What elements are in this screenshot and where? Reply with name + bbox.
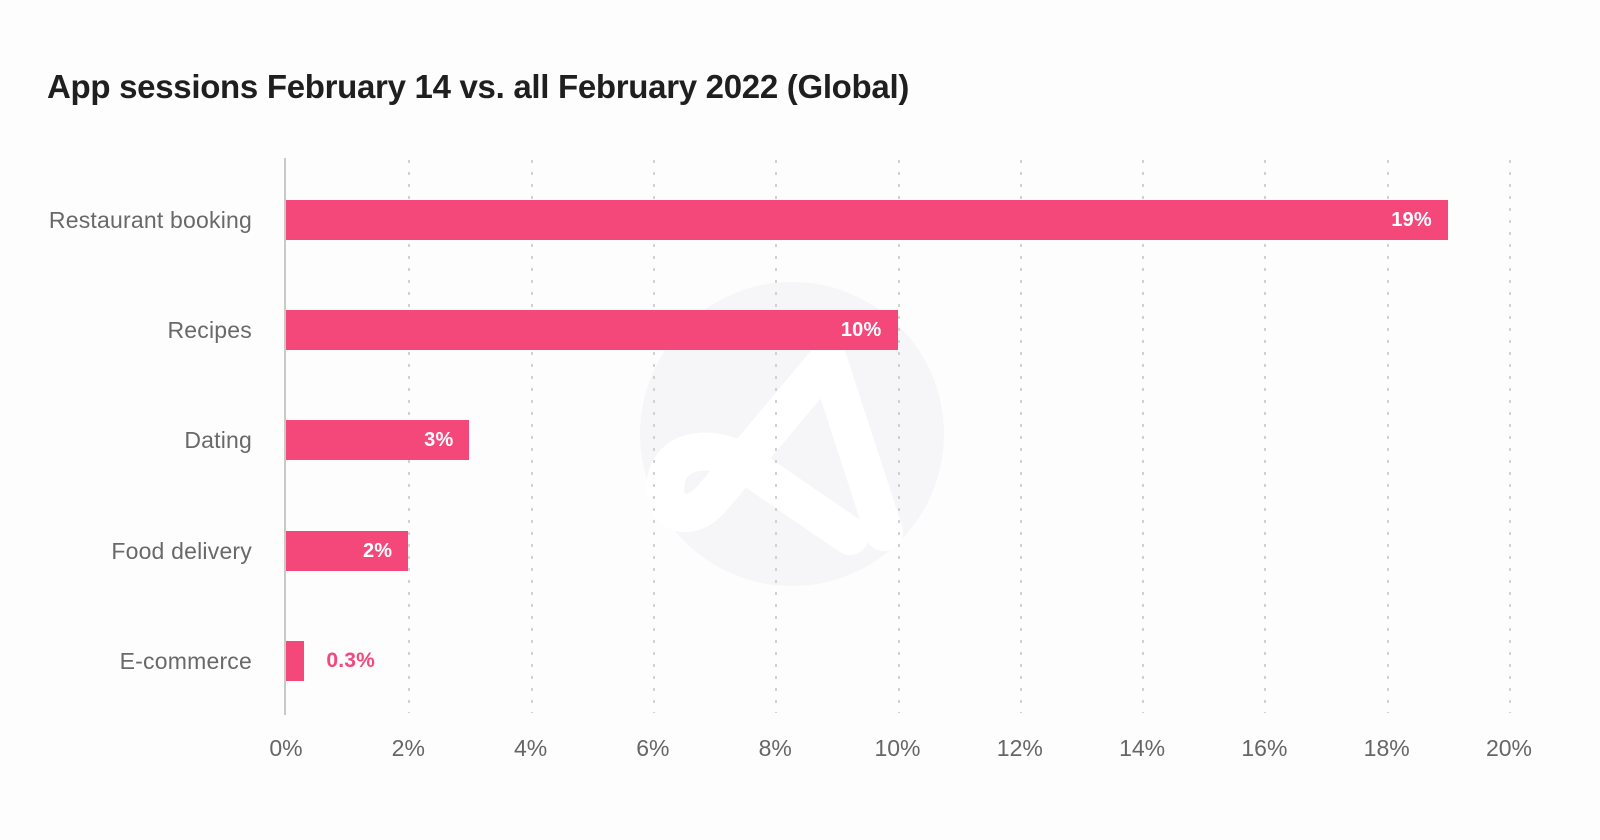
category-label: Recipes	[167, 316, 252, 343]
bar-row: E-commerce 0.3%	[120, 641, 1509, 681]
adjust-logo-watermark	[640, 282, 944, 586]
bar: 19%	[286, 200, 1448, 240]
bar-value-label: 2%	[362, 539, 393, 562]
x-tick-label: 12%	[996, 735, 1043, 761]
x-tick-label: 4%	[513, 735, 548, 761]
gridline-6pct	[652, 160, 655, 713]
x-tick-label: 2%	[391, 735, 425, 761]
x-tick-label: 16%	[1241, 735, 1288, 761]
bar-chart-plot-area: Restaurant booking 19% Recipes 10% Dating 3% F…	[49, 158, 1532, 761]
bar-value-label: 10%	[840, 318, 882, 341]
bar: 3%	[286, 420, 470, 460]
bar: 10%	[286, 310, 898, 350]
category-label: Dating	[184, 426, 252, 453]
bar	[286, 641, 305, 681]
x-tick-label: 20%	[1485, 735, 1533, 761]
bar-row: Food delivery 2%	[111, 531, 1509, 571]
x-tick-label: 18%	[1363, 735, 1410, 761]
category-label: Food delivery	[111, 537, 252, 564]
gridline-10pct	[897, 160, 900, 713]
category-label: Restaurant booking	[48, 206, 252, 233]
gridline-8pct	[775, 160, 778, 713]
bar-row: Recipes 10%	[168, 310, 1509, 350]
x-tick-label: 0%	[269, 735, 303, 761]
bar-value-label: 0.3%	[326, 649, 376, 672]
page-title: App sessions February 14 vs. all Februar…	[47, 68, 910, 106]
x-tick-label: 8%	[758, 735, 792, 761]
gridline-12pct	[1019, 160, 1022, 713]
gridline-20pct	[1509, 160, 1511, 713]
gridline-16pct	[1264, 160, 1267, 713]
x-tick-label: 10%	[874, 735, 921, 761]
gridline-18pct	[1386, 160, 1389, 713]
watermark-a-glyph	[646, 341, 903, 555]
gridline-14pct	[1142, 160, 1145, 713]
bar-value-label: 3%	[424, 428, 454, 451]
bar-value-label: 19%	[1391, 208, 1432, 231]
x-tick-label: 6%	[636, 735, 670, 761]
bar: 2%	[286, 531, 409, 571]
x-tick-label: 14%	[1119, 735, 1166, 761]
category-label: E-commerce	[119, 647, 252, 674]
bar-row: Dating 3%	[184, 420, 1509, 460]
y-axis-line	[284, 158, 286, 715]
gridline-4pct	[530, 160, 533, 713]
bar-row: Restaurant booking 19%	[49, 200, 1509, 240]
